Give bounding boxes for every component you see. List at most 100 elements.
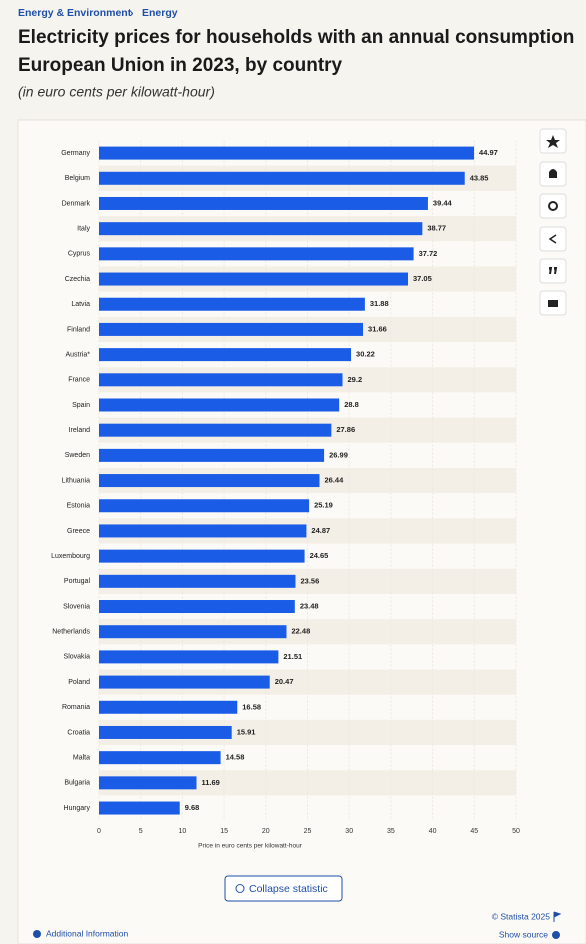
chart-title: Electricity prices for households with a… bbox=[18, 27, 574, 48]
bar bbox=[99, 272, 408, 286]
star-icon bbox=[546, 135, 560, 148]
info-icon bbox=[552, 931, 560, 939]
bar bbox=[99, 776, 197, 790]
x-tick-label: 30 bbox=[345, 828, 353, 835]
y-tick-label: France bbox=[68, 377, 90, 384]
data-label: 9.68 bbox=[185, 803, 200, 812]
breadcrumb-link[interactable]: Energy & Environment bbox=[18, 7, 132, 19]
x-tick-label: 0 bbox=[97, 828, 101, 835]
flag-icon bbox=[553, 911, 562, 922]
chart-title: European Union in 2023, by country bbox=[18, 55, 343, 76]
side-toolbar bbox=[539, 128, 567, 316]
y-tick-label: Cyprus bbox=[68, 251, 91, 258]
y-tick-label: Italy bbox=[77, 226, 90, 233]
data-label: 16.58 bbox=[242, 702, 261, 711]
bar bbox=[99, 171, 465, 185]
quote-icon bbox=[549, 267, 558, 275]
data-label: 26.44 bbox=[325, 476, 345, 485]
bar bbox=[99, 474, 320, 488]
breadcrumb-link[interactable]: Energy bbox=[142, 7, 178, 19]
data-label: 21.51 bbox=[283, 652, 302, 661]
y-tick-label: Spain bbox=[72, 402, 90, 409]
x-tick-label: 25 bbox=[304, 828, 312, 835]
share-button[interactable] bbox=[539, 226, 567, 252]
x-tick-label: 50 bbox=[512, 828, 520, 835]
x-tick-label: 45 bbox=[470, 828, 478, 835]
gear-icon bbox=[548, 201, 558, 211]
share-icon bbox=[548, 234, 557, 244]
data-label: 31.66 bbox=[368, 324, 387, 333]
y-tick-label: Greece bbox=[67, 528, 90, 535]
data-label: 43.85 bbox=[470, 173, 489, 182]
collapse-button[interactable] bbox=[224, 875, 343, 902]
data-label: 24.87 bbox=[311, 526, 330, 535]
x-tick-label: 40 bbox=[429, 828, 437, 835]
show-source-link[interactable]: Show source bbox=[499, 929, 548, 939]
y-tick-label: Malta bbox=[73, 754, 90, 761]
data-label: 26.99 bbox=[329, 450, 348, 459]
bar bbox=[99, 751, 221, 765]
bar bbox=[99, 725, 232, 739]
bar bbox=[99, 322, 364, 336]
y-tick-label: Luxembourg bbox=[51, 553, 90, 560]
data-label: 11.69 bbox=[201, 778, 219, 787]
data-label: 39.44 bbox=[433, 198, 453, 207]
data-label: 22.48 bbox=[291, 627, 310, 636]
y-tick-label: Lithuania bbox=[62, 477, 91, 484]
bar bbox=[99, 448, 325, 462]
bar bbox=[99, 650, 279, 664]
data-label: 29.2 bbox=[348, 375, 363, 384]
cite-button[interactable] bbox=[539, 258, 567, 284]
y-tick-label: Latvia bbox=[71, 301, 90, 308]
y-tick-label: Hungary bbox=[64, 805, 91, 812]
x-tick-label: 15 bbox=[220, 828, 228, 835]
data-label: 44.97 bbox=[479, 148, 498, 157]
bar bbox=[99, 222, 423, 236]
y-tick-label: Bulgaria bbox=[64, 780, 90, 787]
bar bbox=[99, 297, 365, 311]
breadcrumb-sep: › bbox=[130, 7, 134, 19]
collapse-icon bbox=[235, 884, 245, 893]
plot: 0 5 10 15 20 25 30 35 40 45 50 Germany 44.97 Belgium 4… bbox=[51, 140, 520, 835]
data-label: 30.22 bbox=[356, 350, 375, 359]
y-tick-label: Slovakia bbox=[64, 654, 91, 661]
data-label: 37.72 bbox=[419, 249, 438, 258]
data-label: 20.47 bbox=[275, 677, 294, 686]
x-tick-label: 35 bbox=[387, 828, 395, 835]
y-tick-label: Slovenia bbox=[63, 603, 90, 610]
y-tick-label: Austria* bbox=[65, 351, 90, 358]
data-label: 28.8 bbox=[344, 400, 359, 409]
copyright: © Statista 2025 bbox=[492, 911, 551, 921]
data-label: 23.56 bbox=[300, 576, 319, 585]
bar bbox=[99, 423, 332, 437]
bar bbox=[99, 600, 295, 614]
data-label: 24.65 bbox=[310, 551, 329, 560]
print-icon bbox=[548, 300, 558, 307]
y-tick-label: Czechia bbox=[65, 276, 90, 283]
data-label: 25.19 bbox=[314, 501, 333, 510]
y-tick-label: Portugal bbox=[64, 578, 91, 585]
y-tick-label: Sweden bbox=[65, 452, 90, 459]
chart-subtitle: (in euro cents per kilowatt-hour) bbox=[18, 84, 215, 100]
data-label: 14.58 bbox=[226, 753, 245, 762]
y-tick-label: Germany bbox=[61, 150, 90, 157]
bar bbox=[99, 398, 340, 412]
additional-info-link[interactable]: Additional Information bbox=[46, 928, 128, 938]
data-label: 23.48 bbox=[300, 601, 319, 610]
bar bbox=[99, 196, 428, 210]
x-axis-title: Price in euro cents per kilowatt-hour bbox=[198, 843, 303, 850]
bar bbox=[99, 625, 287, 639]
bar bbox=[99, 499, 310, 513]
settings-button[interactable] bbox=[539, 193, 567, 219]
x-tick-label: 10 bbox=[179, 828, 187, 835]
bar bbox=[99, 801, 180, 815]
y-tick-label: Estonia bbox=[67, 503, 90, 510]
data-label: 38.77 bbox=[427, 224, 446, 233]
bar bbox=[99, 247, 414, 261]
bar bbox=[99, 348, 352, 362]
data-label: 31.88 bbox=[370, 299, 389, 308]
data-label: 27.86 bbox=[336, 425, 355, 434]
info-icon bbox=[33, 930, 41, 938]
data-label: 15.91 bbox=[237, 727, 256, 736]
